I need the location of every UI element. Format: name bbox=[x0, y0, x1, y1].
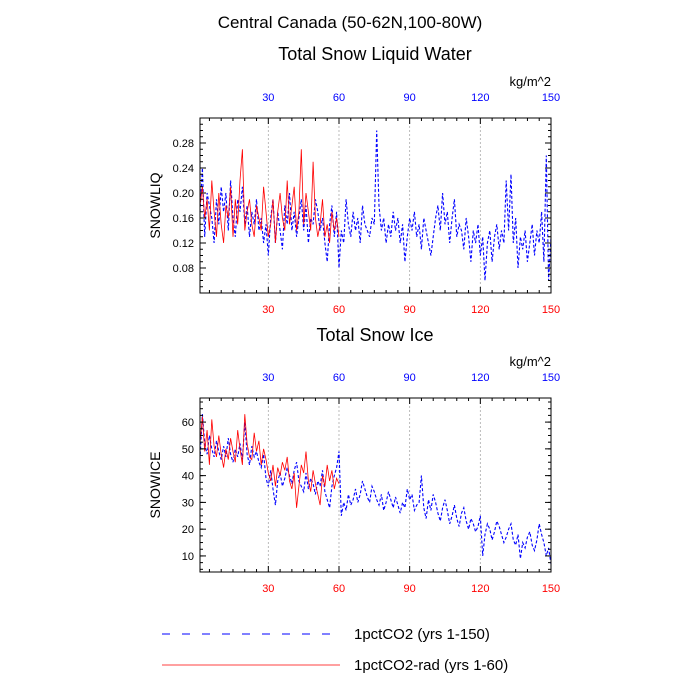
x-tick-label-bottom: 120 bbox=[471, 304, 489, 316]
y-tick-label: 0.16 bbox=[173, 213, 194, 225]
plot-frame bbox=[199, 117, 552, 294]
y-tick-label: 40 bbox=[182, 471, 194, 483]
x-tick-label-top: 120 bbox=[471, 92, 489, 104]
plot-frame bbox=[199, 397, 552, 573]
y-tick-label: 0.28 bbox=[173, 138, 194, 150]
units-label: kg/m^2 bbox=[509, 74, 551, 89]
panel-1: Total Snow Liquid Water kg/m^2 30 30 60 60 90 9… bbox=[147, 44, 560, 316]
series-1pctco2-rad-line bbox=[199, 149, 340, 244]
legend-label: 1pctCO2-rad (yrs 1-60) bbox=[354, 657, 508, 674]
x-tick-label-top: 90 bbox=[404, 92, 416, 104]
y-tick-label: 0.20 bbox=[173, 188, 194, 200]
x-tick-label-top: 120 bbox=[471, 372, 489, 384]
panel-title: Total Snow Liquid Water bbox=[278, 44, 471, 64]
x-tick-label-bottom: 90 bbox=[404, 304, 416, 316]
x-tick-label-top: 30 bbox=[262, 92, 274, 104]
page-title: Central Canada (50-62N,100-80W) bbox=[218, 13, 483, 32]
series-1pctco2-line bbox=[199, 130, 552, 281]
series-1pctco2-rad-line bbox=[199, 414, 340, 508]
x-tick-label-bottom: 30 bbox=[262, 304, 274, 316]
x-tick-label-bottom: 60 bbox=[333, 583, 345, 595]
y-axis-label: SNOWICE bbox=[147, 452, 163, 519]
x-tick-label-top: 60 bbox=[333, 92, 345, 104]
x-tick-label-top: 90 bbox=[404, 372, 416, 384]
y-tick-label: 30 bbox=[182, 497, 194, 509]
x-tick-label-top: 150 bbox=[542, 92, 560, 104]
y-tick-label: 60 bbox=[182, 417, 194, 429]
y-tick-label: 50 bbox=[182, 444, 194, 456]
x-tick-label-top: 150 bbox=[542, 372, 560, 384]
x-tick-label-top: 60 bbox=[333, 372, 345, 384]
y-tick-label: 0.12 bbox=[173, 238, 194, 250]
x-tick-label-bottom: 120 bbox=[471, 583, 489, 595]
x-tick-label-bottom: 150 bbox=[542, 304, 560, 316]
chart-panels: Total Snow Liquid Water kg/m^2 30 30 60 60 90 9… bbox=[147, 44, 560, 595]
x-tick-label-bottom: 30 bbox=[262, 583, 274, 595]
x-tick-label-top: 30 bbox=[262, 372, 274, 384]
y-axis-label: SNOWLIQ bbox=[147, 172, 163, 238]
legend-label: 1pctCO2 (yrs 1-150) bbox=[354, 626, 490, 643]
x-tick-label-bottom: 150 bbox=[542, 583, 560, 595]
y-tick-label: 20 bbox=[182, 524, 194, 536]
panel-title: Total Snow Ice bbox=[316, 325, 433, 345]
panel-2: Total Snow Ice kg/m^2 30 30 60 60 90 90 120 120 15… bbox=[147, 325, 560, 595]
y-tick-label: 0.08 bbox=[173, 263, 194, 275]
y-tick-label: 10 bbox=[182, 551, 194, 563]
y-tick-label: 0.24 bbox=[173, 163, 194, 175]
x-tick-label-bottom: 60 bbox=[333, 304, 345, 316]
series-1pctco2-line bbox=[199, 414, 552, 565]
units-label: kg/m^2 bbox=[509, 354, 551, 369]
legend: 1pctCO2 (yrs 1-150) 1pctCO2-rad (yrs 1-60… bbox=[162, 626, 508, 674]
x-tick-label-bottom: 90 bbox=[404, 583, 416, 595]
